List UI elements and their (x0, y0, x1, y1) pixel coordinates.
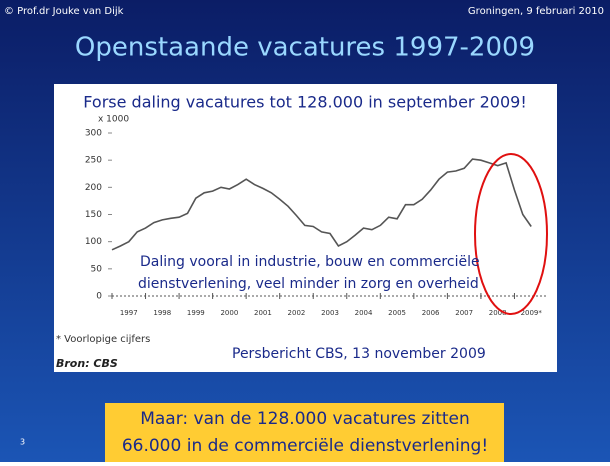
x-tick-label: 2008 (489, 309, 507, 317)
x-tick-label: 2007 (455, 309, 473, 317)
data-line (111, 158, 532, 251)
x-tick-label: 2002 (288, 309, 306, 317)
y-tick-label: 250 (85, 156, 102, 166)
highlight-ellipse (474, 153, 548, 315)
x-tick-label: 2006 (422, 309, 440, 317)
x-tick-label: 2001 (254, 309, 272, 317)
x-tick-label: 1998 (153, 309, 171, 317)
source: Bron: CBS (56, 357, 118, 370)
y-tick-label: 50 (91, 264, 103, 274)
annotation-line: dienstverlening, veel minder in zorg en … (138, 276, 479, 292)
y-tick-label: 150 (85, 210, 102, 220)
y-tick-label: 300 (85, 129, 102, 139)
y-tick-label: 100 (85, 237, 102, 247)
plot: 0 50 100 150 200 250 300 1997 1998 1999 2000 2001 20… (85, 129, 548, 317)
x-tick-label: 1999 (187, 309, 205, 317)
page-number: 3 (20, 438, 25, 447)
chart-panel (54, 84, 557, 372)
y-axis-label: x 1000 (98, 115, 129, 125)
x-tick-label: 2009* (521, 309, 543, 317)
callout-box (105, 403, 504, 462)
x-tick-label: 2003 (321, 309, 339, 317)
y-tick-label: 200 (85, 183, 102, 193)
x-tick-label: 2000 (220, 309, 238, 317)
x-tick-label: 2004 (355, 309, 373, 317)
callout-line: 66.000 in de commerciële dienstverlening… (122, 436, 488, 456)
slide-title: Openstaande vacatures 1997-2009 (75, 33, 535, 63)
reference: Persbericht CBS, 13 november 2009 (232, 346, 486, 362)
note: * Voorlopige cijfers (56, 334, 150, 345)
y-tick-label: 0 (96, 292, 102, 302)
author: © Prof.dr Jouke van Dijk (4, 6, 124, 17)
date: Groningen, 9 februari 2010 (468, 6, 604, 17)
callout-line: Maar: van de 128.000 vacatures zitten (140, 409, 470, 429)
x-tick-label: 2005 (388, 309, 406, 317)
chart-title: Forse daling vacatures tot 128.000 in se… (83, 93, 526, 112)
x-tick-label: 1997 (120, 309, 138, 317)
annotation-line: Daling vooral in industrie, bouw en comm… (140, 254, 480, 270)
